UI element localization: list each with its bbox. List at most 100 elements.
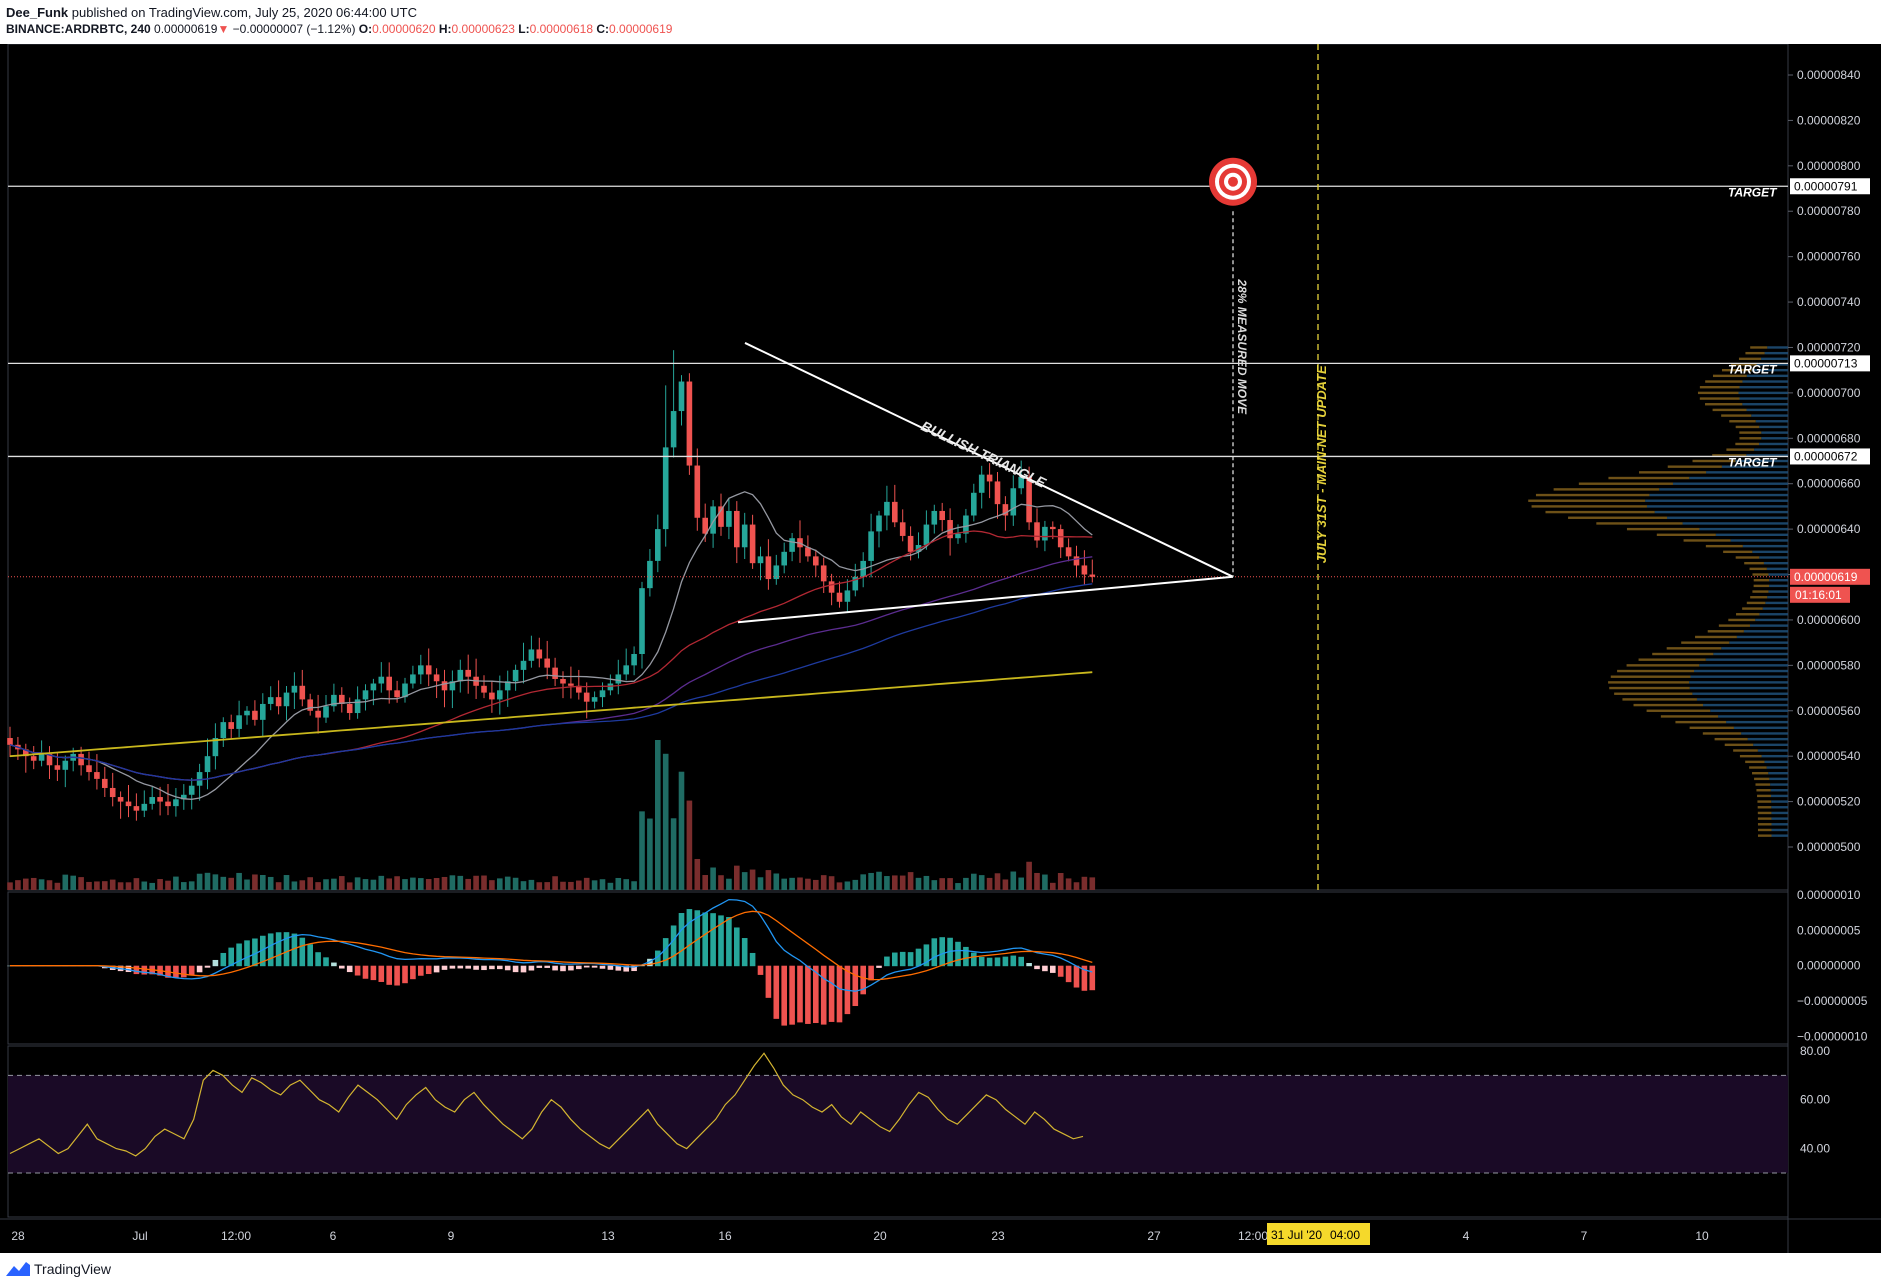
volume-profile-bar-down [1702,732,1742,735]
candle-body [102,778,108,788]
volume-profile-bar-up [1755,618,1788,622]
macd-histogram-bar [789,965,795,1025]
volume-profile-bar-up [1721,647,1788,650]
candle-body [418,665,424,675]
volume-bar [196,873,203,890]
tradingview-brand[interactable]: TradingView [34,1261,112,1277]
volume-bar [844,881,851,890]
macd-histogram-bar [1042,965,1048,972]
macd-tick-label: 0.00000005 [1797,923,1861,937]
candle [607,674,614,696]
candle-body [299,685,306,700]
volume-bar [1002,879,1009,890]
price-tick-label: 0.00000720 [1797,340,1861,354]
volume-profile-bar-down [1667,465,1722,468]
candle [457,659,464,693]
candle-body [283,692,290,707]
volume-bar [1057,873,1064,890]
macd-histogram-bar [662,938,669,967]
author-name[interactable]: Dee_Funk [6,5,69,20]
volume-profile-bar-down [1750,596,1768,599]
macd-histogram-bar [481,965,487,971]
volume-profile-bar-down [1699,397,1740,400]
volume-profile-bar-up [1759,425,1788,429]
volume-profile-bar-down [1724,743,1754,747]
volume-profile-bar-up [1690,675,1788,678]
macd-histogram-bar [181,965,187,978]
candle-body [528,649,535,661]
candle-body [402,683,408,698]
macd-histogram-bar [860,965,866,995]
macd-histogram-bar [244,940,250,967]
countdown-label: 01:16:01 [1795,588,1842,602]
volume-bar [78,877,84,890]
volume-profile-bar-up [1689,686,1788,690]
macd-histogram-bar [907,952,914,967]
candle-body [441,681,448,691]
volume-bar [520,881,527,890]
volume-profile-bar-down [1608,476,1690,480]
candle [710,500,716,548]
volume-profile-bar-down [1754,777,1770,781]
down-arrow-icon: ▼ [217,22,230,36]
candle [1042,520,1048,552]
candle-body [117,797,124,802]
volume-bar [181,882,187,890]
price-axis: 0.00000840 0.00000820 0.00000800 0.00000780… [1788,68,1861,854]
candle-body [899,522,906,536]
candle [773,554,780,585]
volume-bar [836,882,843,890]
candle-body [157,797,163,802]
volume-profile-bar-up [1756,363,1788,366]
macd-histogram-bar [394,965,400,986]
target-price-label: 0.00000791 [1794,179,1858,193]
volume-profile-bar-down [1614,692,1693,695]
volume-bar [1042,874,1048,890]
volume-bar [260,875,266,890]
volume-profile-bar-up [1771,811,1788,815]
time-tick-label: 12:00 [221,1229,251,1243]
macd-histogram-bar [339,965,345,969]
volume-profile-bar-down [1695,635,1737,639]
volume-profile-bar-up [1751,368,1788,372]
candle [141,790,148,818]
candle [623,648,629,681]
close-value: 0.00000619 [609,22,673,36]
macd-histogram-bar [299,937,306,967]
chart-canvas[interactable]: 0.00000840 0.00000820 0.00000800 0.00000780… [0,44,1881,1253]
volume-profile-bar-up [1761,437,1788,440]
price-tick-label: 0.00000560 [1797,704,1861,718]
candle [117,791,124,819]
volume-bar [283,875,290,890]
candle [157,786,163,816]
candle-body [173,799,179,807]
candle [30,746,37,770]
volume-profile-bar-down [1705,544,1743,548]
macd-histogram-bar [899,951,906,967]
candle-body [947,520,953,539]
macd-histogram-bar [726,917,732,967]
candle-body [591,697,598,702]
volume-profile-bar-down [1746,601,1766,605]
volume-profile-bar-up [1771,823,1788,826]
volume-profile-bar-up [1646,505,1788,508]
volume-profile-bar-up [1763,561,1788,565]
volume-bar [1010,871,1017,890]
macd-histogram-bar [1010,955,1017,967]
volume-profile-bar-down [1705,380,1743,383]
candle-body [694,465,701,518]
volume-profile-bar-down [1726,448,1755,451]
symbol-label[interactable]: BINANCE:ARDRBTC, 240 [6,22,151,36]
candle [986,463,993,499]
chart-header: Dee_Funk published on TradingView.com, J… [0,0,1881,44]
candle-body [734,510,740,548]
macd-histogram-bar [931,938,938,967]
volume-bar [1065,878,1072,890]
candle-body [62,760,69,770]
event-label: JULY 31ST - MAIN-NET UPDATE [1314,365,1329,563]
volume-profile-bar-up [1753,743,1788,747]
candle-body [141,803,148,811]
candle [757,546,764,581]
target-tag: TARGET [1728,185,1778,199]
volume-profile-bar-up [1771,834,1788,837]
